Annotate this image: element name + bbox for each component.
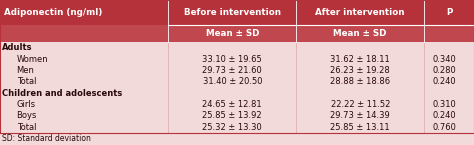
Text: Adiponectin (ng/ml): Adiponectin (ng/ml) xyxy=(4,8,102,17)
Text: 31.40 ± 20.50: 31.40 ± 20.50 xyxy=(202,77,262,86)
Bar xyxy=(0,76,474,87)
Text: After intervention: After intervention xyxy=(316,8,405,17)
Text: 24.65 ± 12.81: 24.65 ± 12.81 xyxy=(202,100,262,109)
Text: SD: Standard deviation: SD: Standard deviation xyxy=(2,134,91,143)
Bar xyxy=(0,0,474,25)
Text: P: P xyxy=(446,8,452,17)
Text: Girls: Girls xyxy=(17,100,36,109)
Text: 31.62 ± 18.11: 31.62 ± 18.11 xyxy=(330,55,390,64)
Text: Adults: Adults xyxy=(2,43,33,52)
Text: Boys: Boys xyxy=(17,111,37,120)
Text: 33.10 ± 19.65: 33.10 ± 19.65 xyxy=(202,55,262,64)
Bar xyxy=(0,65,474,76)
Bar xyxy=(0,121,474,133)
Text: 25.85 ± 13.92: 25.85 ± 13.92 xyxy=(202,111,262,120)
Bar xyxy=(0,110,474,121)
Bar xyxy=(0,42,474,53)
Text: 0.240: 0.240 xyxy=(433,77,456,86)
Text: 25.85 ± 13.11: 25.85 ± 13.11 xyxy=(330,123,390,132)
Text: Total: Total xyxy=(17,123,36,132)
Text: 29.73 ± 21.60: 29.73 ± 21.60 xyxy=(202,66,262,75)
Text: Mean ± SD: Mean ± SD xyxy=(206,29,259,38)
Text: Total: Total xyxy=(17,77,36,86)
Text: 29.73 ± 14.39: 29.73 ± 14.39 xyxy=(330,111,390,120)
Bar xyxy=(0,99,474,110)
Text: Men: Men xyxy=(17,66,35,75)
Text: Women: Women xyxy=(17,55,48,64)
Text: 0.280: 0.280 xyxy=(432,66,456,75)
Text: 26.23 ± 19.28: 26.23 ± 19.28 xyxy=(330,66,390,75)
Text: 25.32 ± 13.30: 25.32 ± 13.30 xyxy=(202,123,262,132)
Bar xyxy=(0,25,474,42)
Text: 0.310: 0.310 xyxy=(432,100,456,109)
Text: Mean ± SD: Mean ± SD xyxy=(334,29,387,38)
Bar xyxy=(0,53,474,65)
Text: 0.760: 0.760 xyxy=(432,123,456,132)
Text: 22.22 ± 11.52: 22.22 ± 11.52 xyxy=(330,100,390,109)
Text: Children and adolescents: Children and adolescents xyxy=(2,89,123,98)
Text: 0.340: 0.340 xyxy=(432,55,456,64)
Text: 28.88 ± 18.86: 28.88 ± 18.86 xyxy=(330,77,390,86)
Bar xyxy=(0,87,474,99)
Text: 0.240: 0.240 xyxy=(433,111,456,120)
Text: Before intervention: Before intervention xyxy=(184,8,281,17)
